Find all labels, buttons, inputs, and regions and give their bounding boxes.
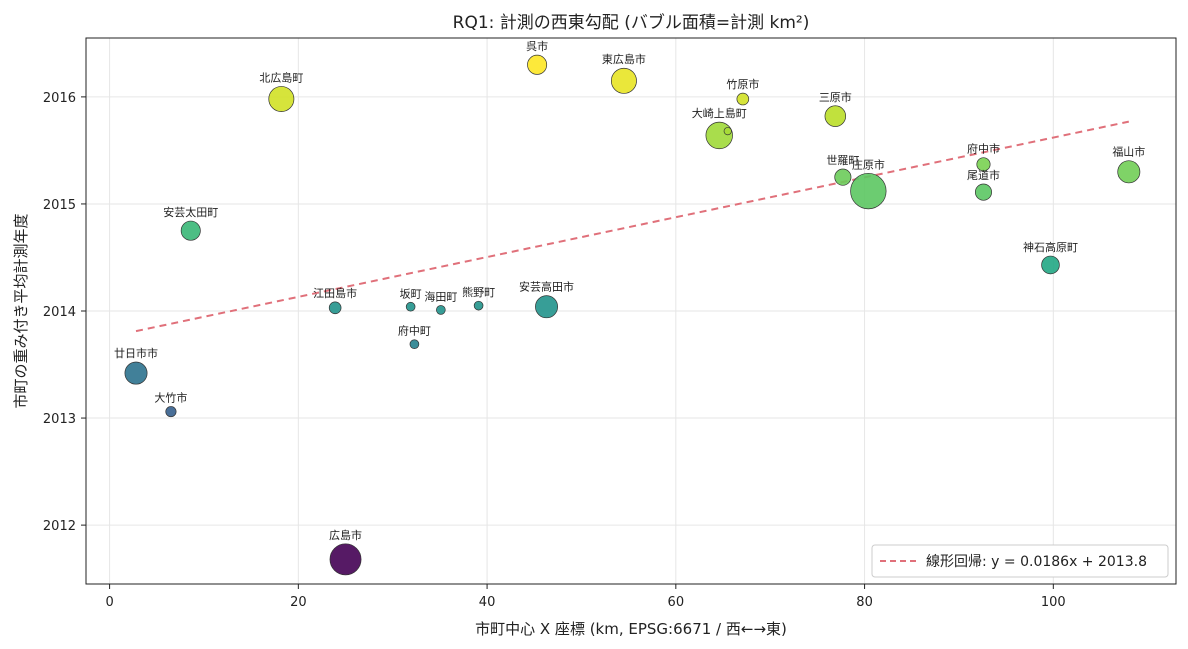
data-point bbox=[850, 172, 887, 210]
point-label: 福山市 bbox=[1112, 145, 1145, 159]
y-tick-label: 2015 bbox=[43, 198, 76, 213]
x-tick-label: 20 bbox=[290, 595, 307, 610]
y-tick-label: 2016 bbox=[43, 91, 76, 106]
point-label: 竹原市 bbox=[726, 77, 759, 91]
data-point bbox=[834, 168, 852, 186]
data-point bbox=[1117, 160, 1141, 184]
x-tick-label: 60 bbox=[668, 595, 685, 610]
data-point bbox=[436, 305, 446, 315]
data-point bbox=[610, 67, 637, 94]
point-label: 安芸高田市 bbox=[519, 280, 574, 294]
x-axis-label: 市町中心 X 座標 (km, EPSG:6671 / 西←→東) bbox=[475, 620, 787, 638]
point-label: 府中市 bbox=[967, 142, 1000, 156]
data-point bbox=[165, 406, 177, 418]
point-label: 府中町 bbox=[398, 324, 431, 338]
point-label: 広島市 bbox=[329, 528, 362, 542]
point-label: 尾道市 bbox=[967, 168, 1000, 182]
point-label: 大竹市 bbox=[154, 390, 187, 404]
data-point bbox=[473, 300, 484, 311]
point-label: 江田島市 bbox=[313, 286, 357, 300]
legend-label: 線形回帰: y = 0.0186x + 2013.8 bbox=[926, 553, 1147, 570]
point-label: 神石高原町 bbox=[1023, 240, 1078, 254]
data-point bbox=[527, 54, 548, 75]
data-point bbox=[180, 220, 201, 241]
point-label: 熊野町 bbox=[462, 285, 495, 299]
data-point bbox=[409, 339, 420, 349]
point-label: 坂町 bbox=[400, 287, 422, 300]
point-label: 廿日市市 bbox=[114, 346, 158, 360]
point-label: 呉市 bbox=[526, 39, 548, 53]
axis-ticks: 0 20 40 60 80 100 2012 2013 2014 2015 2016 bbox=[43, 91, 1066, 610]
data-point bbox=[1041, 255, 1060, 275]
x-tick-label: 40 bbox=[479, 595, 496, 610]
point-label: 世羅町 bbox=[826, 154, 859, 167]
data-point bbox=[405, 301, 416, 312]
regression-layer bbox=[135, 120, 1130, 333]
data-point bbox=[329, 543, 362, 576]
point-label: 北広島町 bbox=[259, 70, 303, 84]
y-tick-label: 2014 bbox=[43, 305, 76, 320]
data-point bbox=[705, 121, 733, 150]
x-tick-label: 80 bbox=[856, 595, 873, 610]
data-point bbox=[124, 361, 148, 385]
data-points bbox=[124, 54, 1141, 576]
point-label: 安芸太田町 bbox=[163, 205, 218, 219]
data-point bbox=[974, 183, 992, 201]
data-point bbox=[723, 127, 732, 136]
y-axis-label: 市町の重み付き平均計測年度 bbox=[12, 213, 30, 408]
chart-title: RQ1: 計測の西東勾配 (バブル面積=計測 km²) bbox=[453, 12, 810, 33]
data-point bbox=[824, 105, 847, 127]
data-point bbox=[328, 301, 342, 315]
point-label: 東広島市 bbox=[602, 52, 646, 66]
point-label: 海田町 bbox=[424, 289, 457, 303]
point-label: 三原市 bbox=[819, 90, 852, 104]
point-label: 大崎上島町 bbox=[692, 106, 747, 120]
y-tick-label: 2012 bbox=[43, 519, 76, 534]
data-point bbox=[535, 295, 558, 319]
data-point bbox=[268, 86, 295, 112]
x-tick-label: 0 bbox=[105, 595, 113, 610]
x-tick-label: 100 bbox=[1041, 595, 1066, 610]
legend: 線形回帰: y = 0.0186x + 2013.8 bbox=[871, 544, 1169, 578]
legend-box bbox=[871, 544, 1169, 578]
point-label: 庄原市 bbox=[852, 157, 885, 171]
y-tick-label: 2013 bbox=[43, 412, 76, 427]
data-point bbox=[976, 157, 991, 172]
regression-line bbox=[135, 120, 1130, 333]
data-point bbox=[736, 92, 750, 106]
grid-lines bbox=[86, 38, 1176, 584]
